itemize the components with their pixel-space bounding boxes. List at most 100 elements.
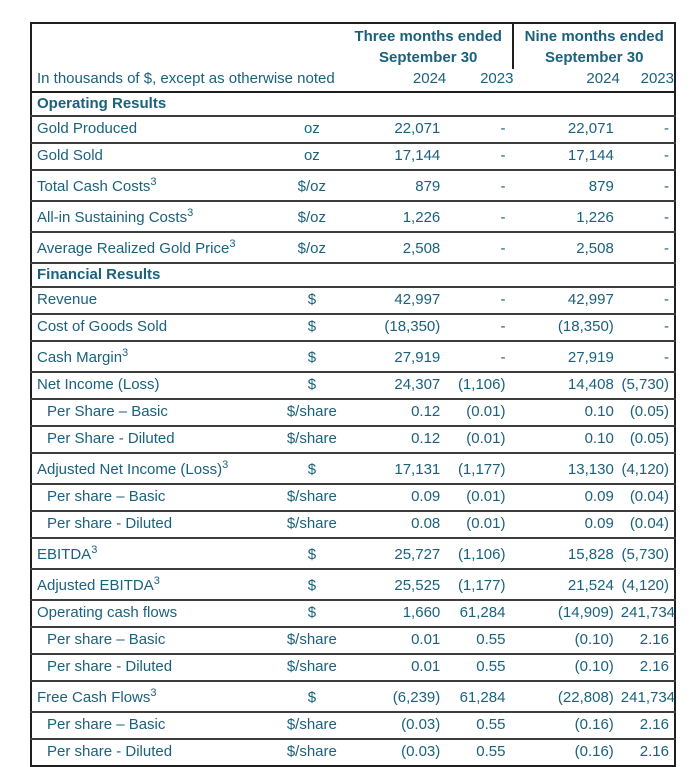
- row-value: 42,997: [343, 287, 447, 315]
- row-label: Gold Produced: [31, 116, 280, 144]
- row-value: (1,106): [446, 538, 514, 570]
- row-label: Adjusted Net Income (Loss)3: [31, 453, 280, 485]
- row-value: 42,997: [513, 287, 620, 315]
- row-value: 0.09: [513, 511, 620, 539]
- row-value: -: [619, 201, 675, 233]
- units-note: In thousands of $, except as otherwise n…: [31, 69, 344, 93]
- row-value: 0.08: [343, 511, 447, 539]
- row-value: (4,120): [619, 453, 675, 485]
- row-unit: $: [279, 538, 344, 570]
- table-row: Cost of Goods Sold $ (18,350) - (18,350) -: [31, 314, 675, 342]
- row-label: Gold Sold: [31, 143, 280, 171]
- row-value: 0.09: [513, 484, 620, 512]
- table-row: Per share - Diluted $/share 0.01 0.55 (0.10)…: [31, 654, 675, 682]
- row-value: 27,919: [343, 341, 447, 373]
- row-value: (0.05): [619, 399, 675, 427]
- section-header-row: Financial Results: [31, 263, 675, 288]
- row-unit: $/share: [279, 426, 344, 454]
- period-nine-months-line2: September 30: [545, 49, 644, 66]
- row-value: 0.55: [476, 743, 506, 760]
- row-value: (1,177): [446, 569, 514, 601]
- row-value: 2.16: [639, 743, 669, 760]
- row-unit: $/oz: [279, 232, 344, 264]
- row-value: -: [446, 201, 514, 233]
- table-row: Gold Produced oz 22,071-22,071-: [31, 116, 675, 144]
- row-value: -: [619, 314, 675, 342]
- row-label: Adjusted EBITDA3: [31, 569, 280, 601]
- row-value: -: [446, 170, 514, 202]
- row-value: 0.12: [343, 399, 447, 427]
- row-unit: $: [279, 314, 344, 342]
- row-value: (0.01): [446, 511, 514, 539]
- row-unit: $/oz: [279, 170, 344, 202]
- footnote-superscript: 3: [122, 347, 129, 359]
- row-value: 1,660: [343, 600, 447, 628]
- row-value: -: [619, 232, 675, 264]
- footnote-superscript: 3: [150, 687, 157, 699]
- row-value: 24,307: [343, 372, 447, 400]
- row-value: 241,734: [619, 681, 675, 713]
- table-row: Free Cash Flows3 $ (6,239) 61,284 (22,808) 24…: [31, 681, 675, 713]
- row-label: Average Realized Gold Price3: [31, 232, 280, 264]
- row-value: -: [446, 116, 514, 144]
- row-unit: $/share: [279, 511, 344, 539]
- table-row: Per Share – Basic $/share 0.12 (0.01) 0.10 (0…: [31, 399, 675, 427]
- row-value: -: [619, 116, 675, 144]
- table-row: Average Realized Gold Price3 $/oz 2,508-2,…: [31, 232, 675, 264]
- row-value: (22,808): [513, 681, 620, 713]
- row-value: (0.04): [619, 484, 675, 512]
- footnote-superscript: 3: [91, 544, 98, 556]
- row-value: (5,730): [619, 538, 675, 570]
- section-title: Financial Results: [31, 263, 675, 288]
- year-columns-row: In thousands of $, except as otherwise n…: [31, 69, 675, 93]
- row-value: (0.10): [513, 627, 620, 655]
- period-three-months-line2: September 30: [379, 49, 478, 66]
- row-value: 14,408: [513, 372, 620, 400]
- table-row: Per share – Basic $/share (0.03) 0.55 (0.16)…: [31, 712, 675, 740]
- row-unit: $: [279, 372, 344, 400]
- row-label: Per Share - Diluted: [31, 426, 280, 454]
- row-value: 17,131: [343, 453, 447, 485]
- row-value: (0.01): [446, 484, 514, 512]
- row-unit: $: [279, 681, 344, 713]
- row-value: (18,350): [513, 314, 620, 342]
- row-value: 0.55: [446, 654, 514, 682]
- row-value: 879: [343, 170, 447, 202]
- table-row: Per share – Basic $/share 0.09 (0.01) 0.09 (0…: [31, 484, 675, 512]
- table-row: Per Share - Diluted $/share 0.12 (0.01) 0.10…: [31, 426, 675, 454]
- row-value: -: [619, 170, 675, 202]
- row-value: (0.16): [513, 712, 620, 740]
- row-value: 22,071: [513, 116, 620, 144]
- row-unit: oz: [279, 116, 344, 144]
- year-column-9mo-2023: 2023: [619, 69, 675, 93]
- row-unit: $/share: [279, 399, 344, 427]
- footnote-superscript: 3: [150, 176, 157, 188]
- row-value: 27,919: [513, 341, 620, 373]
- table-row: Operating cash flows $1,660 61,284 (14,909)…: [31, 600, 675, 628]
- row-label: Per share – Basic: [31, 484, 280, 512]
- row-value: 0.12: [343, 426, 447, 454]
- row-label: Net Income (Loss): [31, 372, 280, 400]
- row-value: (6,239): [343, 681, 447, 713]
- row-value: 0.10: [513, 426, 620, 454]
- year-column-3mo-2023: 2023: [446, 69, 514, 93]
- header-corner-cell: [31, 23, 344, 69]
- row-label: Free Cash Flows3: [31, 681, 280, 713]
- row-label: Per share – Basic: [31, 712, 280, 740]
- row-value: 1,226: [343, 201, 447, 233]
- row-label: Cash Margin3: [31, 341, 280, 373]
- row-value: -: [446, 287, 514, 315]
- row-unit: $: [279, 569, 344, 601]
- period-three-months-header: Three months ended September 30: [344, 23, 514, 69]
- row-label: EBITDA3: [31, 538, 280, 570]
- row-value: (0.16): [574, 743, 614, 760]
- table-body: Operating Results Gold Produced oz 22,071-2…: [31, 92, 675, 766]
- row-value: 17,144: [513, 143, 620, 171]
- row-value: -: [446, 232, 514, 264]
- row-label: Per Share – Basic: [31, 399, 280, 427]
- table-row: Gold Sold oz 17,144-17,144-: [31, 143, 675, 171]
- row-value: (18,350): [343, 314, 447, 342]
- table-row: Per share - Diluted $/share 0.08 (0.01) 0.09…: [31, 511, 675, 539]
- footnote-superscript: 3: [187, 207, 194, 219]
